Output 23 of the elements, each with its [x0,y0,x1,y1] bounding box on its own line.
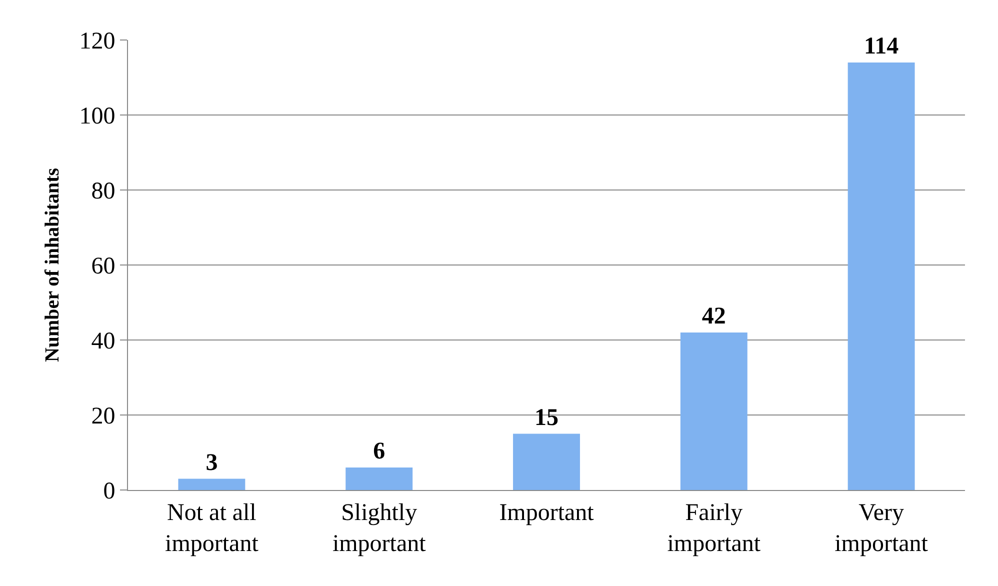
y-tick-label: 100 [79,103,116,130]
bar [346,468,413,490]
bar [513,434,580,490]
bar [178,478,246,490]
y-tick-label: 60 [91,253,116,280]
x-tick-label: Fairly important [667,500,761,557]
data-label: 3 [206,450,218,476]
x-tick-label: Very important [834,500,928,557]
x-tick-label: Important [499,500,594,526]
data-label: 6 [373,438,386,464]
bar [680,332,748,490]
x-tick-label: Not at all important [165,500,259,557]
y-tick-label: 80 [91,178,116,204]
y-tick-label: 120 [79,28,116,54]
data-label: 42 [702,304,726,330]
y-tick-label: 20 [91,403,116,430]
x-tick-label: Slightly important [332,500,426,557]
data-label: 114 [864,34,899,60]
y-axis-title: Number of inhabitants [42,168,64,362]
y-tick-label: 0 [103,478,116,504]
data-label: 15 [534,404,558,431]
bar [848,62,915,490]
y-tick-label: 40 [91,328,116,354]
